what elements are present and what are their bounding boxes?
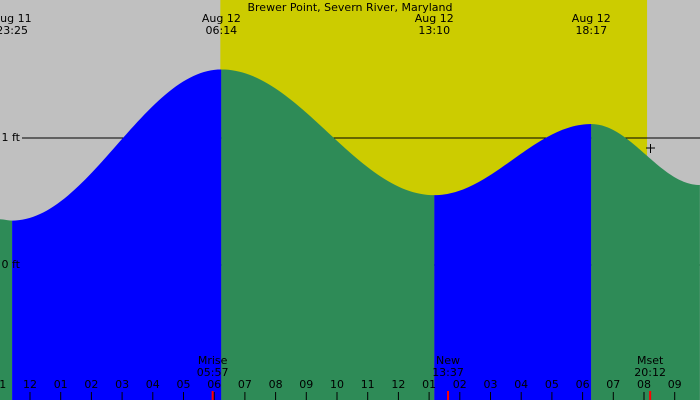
moon-event-time: 13:37 [432,366,464,379]
tide-date: Aug 11 [0,12,32,25]
x-tick-label: 01 [422,378,436,391]
moon-event-time: 05:57 [197,366,229,379]
x-tick-label: 07 [238,378,252,391]
x-tick-label: 03 [484,378,498,391]
x-tick-label: 03 [115,378,129,391]
rising-tide [12,69,222,400]
falling-tide [221,69,435,400]
x-tick-label: 09 [668,378,682,391]
moon-event-time: 20:12 [634,366,666,379]
tide-date: Aug 12 [415,12,454,25]
x-tick-label: 09 [299,378,313,391]
x-tick-label: 02 [453,378,467,391]
x-tick-label: 04 [146,378,160,391]
rising-tide [434,124,592,400]
x-tick-label: 08 [269,378,283,391]
tide-date: Aug 12 [202,12,241,25]
x-tick-label: 04 [514,378,528,391]
moon-event-name: Mset [637,354,664,367]
x-tick-label: 02 [84,378,98,391]
y-tick-label: 1 ft [2,131,21,144]
x-tick-label: 12 [391,378,405,391]
tide-time: 06:14 [205,24,237,37]
tide-date: Aug 12 [572,12,611,25]
x-tick-label: 06 [207,378,221,391]
x-tick-label: 08 [637,378,651,391]
label-layer: Brewer Point, Severn River, Maryland 0 f… [0,1,682,400]
falling-tide [0,219,13,400]
x-tick-label: 11 [361,378,375,391]
tide-time: 13:10 [418,24,450,37]
x-tick-label: 11 [0,378,6,391]
current-time-marker [646,144,655,153]
x-tick-label: 07 [606,378,620,391]
tide-layer [0,69,700,400]
x-tick-label: 05 [545,378,559,391]
moon-event-name: Mrise [198,354,228,367]
x-tick-label: 12 [23,378,37,391]
y-tick-label: 0 ft [2,258,21,271]
falling-tide [591,124,700,400]
x-tick-label: 01 [54,378,68,391]
tide-time: 23:25 [0,24,28,37]
moon-event-name: New [436,354,460,367]
x-tick-label: 10 [330,378,344,391]
chart-title: Brewer Point, Severn River, Maryland [247,1,452,14]
tide-time: 18:17 [575,24,607,37]
x-tick-label: 06 [576,378,590,391]
x-tick-label: 05 [176,378,190,391]
